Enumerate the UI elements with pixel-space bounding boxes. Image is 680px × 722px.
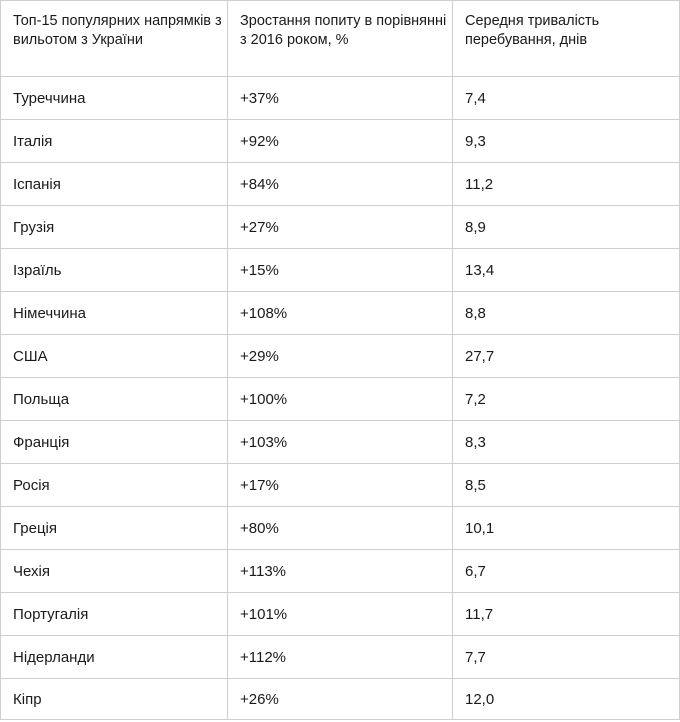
duration-cell: 6,7 — [452, 549, 680, 593]
country-cell: Португалія — [0, 592, 228, 636]
country-cell: Німеччина — [0, 291, 228, 335]
table-row: Чехія +113% 6,7 — [0, 549, 680, 593]
table-row: Португалія +101% 11,7 — [0, 592, 680, 636]
table-row: Іспанія +84% 11,2 — [0, 162, 680, 206]
country-cell: Франція — [0, 420, 228, 464]
growth-cell: +92% — [227, 119, 453, 163]
growth-cell: +103% — [227, 420, 453, 464]
table-row: Росія +17% 8,5 — [0, 463, 680, 507]
table-row: Греція +80% 10,1 — [0, 506, 680, 550]
country-cell: Італія — [0, 119, 228, 163]
country-cell: Грузія — [0, 205, 228, 249]
growth-cell: +26% — [227, 678, 453, 720]
country-cell: Нідерланди — [0, 635, 228, 679]
duration-cell: 8,3 — [452, 420, 680, 464]
country-cell: Туреччина — [0, 76, 228, 120]
growth-cell: +37% — [227, 76, 453, 120]
table-row: Німеччина +108% 8,8 — [0, 291, 680, 335]
header-demand-growth: Зростання попиту в порівнянні з 2016 рок… — [227, 0, 453, 77]
growth-cell: +112% — [227, 635, 453, 679]
duration-cell: 10,1 — [452, 506, 680, 550]
growth-cell: +101% — [227, 592, 453, 636]
table-row: Туреччина +37% 7,4 — [0, 76, 680, 120]
country-cell: Ізраїль — [0, 248, 228, 292]
table-row: Ізраїль +15% 13,4 — [0, 248, 680, 292]
growth-cell: +15% — [227, 248, 453, 292]
growth-cell: +80% — [227, 506, 453, 550]
table-row: США +29% 27,7 — [0, 334, 680, 378]
country-cell: Чехія — [0, 549, 228, 593]
growth-cell: +100% — [227, 377, 453, 421]
country-cell: Іспанія — [0, 162, 228, 206]
table-body: Туреччина +37% 7,4 Італія +92% 9,3 Іспанія +84%… — [0, 76, 680, 720]
growth-cell: +84% — [227, 162, 453, 206]
table-header: Топ-15 популярних напрямків з вильотом з… — [0, 0, 680, 77]
duration-cell: 11,2 — [452, 162, 680, 206]
table-row: Грузія +27% 8,9 — [0, 205, 680, 249]
duration-cell: 27,7 — [452, 334, 680, 378]
duration-cell: 13,4 — [452, 248, 680, 292]
growth-cell: +113% — [227, 549, 453, 593]
duration-cell: 7,2 — [452, 377, 680, 421]
header-destinations: Топ-15 популярних напрямків з вильотом з… — [0, 0, 228, 77]
country-cell: Польща — [0, 377, 228, 421]
table-row: Франція +103% 8,3 — [0, 420, 680, 464]
country-cell: Росія — [0, 463, 228, 507]
table-row: Кіпр +26% 12,0 — [0, 678, 680, 720]
duration-cell: 8,9 — [452, 205, 680, 249]
country-cell: США — [0, 334, 228, 378]
duration-cell: 12,0 — [452, 678, 680, 720]
duration-cell: 8,5 — [452, 463, 680, 507]
header-row: Топ-15 популярних напрямків з вильотом з… — [0, 0, 680, 77]
country-cell: Кіпр — [0, 678, 228, 720]
duration-cell: 8,8 — [452, 291, 680, 335]
duration-cell: 7,7 — [452, 635, 680, 679]
duration-cell: 9,3 — [452, 119, 680, 163]
growth-cell: +108% — [227, 291, 453, 335]
growth-cell: +27% — [227, 205, 453, 249]
table-row: Польща +100% 7,2 — [0, 377, 680, 421]
duration-cell: 11,7 — [452, 592, 680, 636]
duration-cell: 7,4 — [452, 76, 680, 120]
growth-cell: +17% — [227, 463, 453, 507]
country-cell: Греція — [0, 506, 228, 550]
growth-cell: +29% — [227, 334, 453, 378]
table-row: Італія +92% 9,3 — [0, 119, 680, 163]
header-average-duration: Середня тривалість перебування, днів — [452, 0, 680, 77]
table-row: Нідерланди +112% 7,7 — [0, 635, 680, 679]
